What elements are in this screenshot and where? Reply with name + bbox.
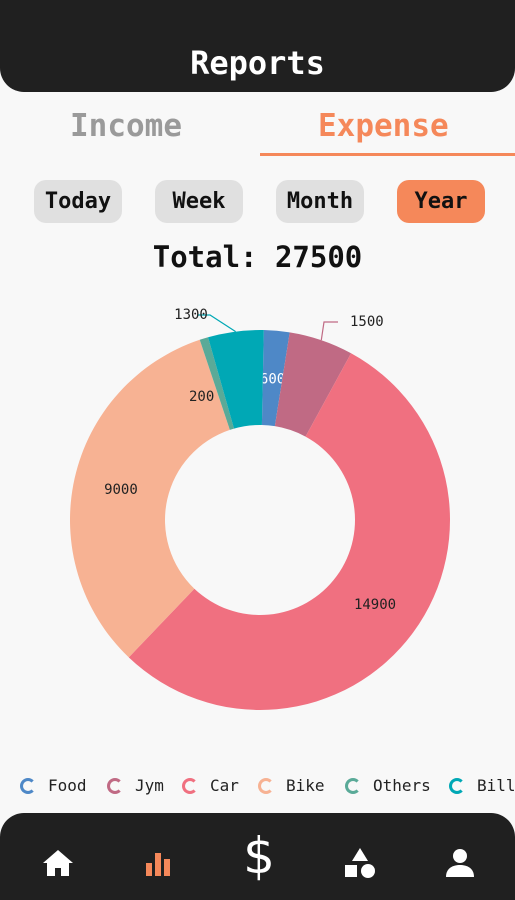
tab-income[interactable]: Income — [70, 108, 182, 144]
data-label-bill: 1300 — [174, 307, 208, 323]
legend-label: Bike — [286, 776, 325, 795]
legend-item-bill: Bill — [449, 776, 515, 795]
leader-line-bill — [198, 314, 236, 333]
home-icon — [43, 850, 73, 876]
data-label-car: 14900 — [354, 597, 396, 613]
slice-others[interactable] — [199, 337, 235, 430]
data-label-bike: 9000 — [104, 482, 138, 498]
legend-label: Jym — [135, 776, 164, 795]
legend-bike-icon — [258, 777, 274, 794]
legend-item-others: Others — [345, 776, 431, 795]
active-tab-indicator — [260, 153, 515, 156]
legend-label: Others — [373, 776, 431, 795]
data-label-others: 200 — [189, 389, 214, 405]
legend-food-icon — [20, 777, 36, 794]
legend-label: Food — [48, 776, 87, 795]
legend-item-jym: Jym — [107, 776, 164, 795]
header-bar: Reports — [0, 0, 515, 92]
legend-jym-icon — [107, 777, 123, 794]
bottom-navigation: $ — [0, 813, 515, 900]
legend-label: Car — [210, 776, 239, 795]
period-week-button[interactable]: Week — [155, 180, 243, 223]
expense-donut-chart: 600 1500 14900 9000 200 1300 — [69, 307, 450, 710]
chart-legend: Food Jym Car Bike Others Bill — [0, 776, 515, 802]
slice-bike[interactable] — [69, 339, 230, 658]
dollar-icon[interactable]: $ — [243, 827, 275, 885]
data-label-food: 600 — [260, 372, 285, 388]
slice-food[interactable] — [261, 330, 290, 427]
slice-jym[interactable] — [274, 332, 352, 437]
legend-label: Bill — [477, 776, 515, 795]
nav-categories-button[interactable] — [340, 843, 380, 883]
data-label-jym: 1500 — [350, 314, 384, 330]
legend-car-icon — [182, 777, 198, 794]
period-month-button[interactable]: Month — [276, 180, 364, 223]
user-icon — [446, 849, 474, 877]
period-year-button[interactable]: Year — [397, 180, 485, 223]
page-title: Reports — [190, 44, 325, 82]
legend-item-bike: Bike — [258, 776, 325, 795]
nav-reports-button[interactable] — [138, 843, 178, 883]
period-today-button[interactable]: Today — [34, 180, 122, 223]
legend-item-car: Car — [182, 776, 239, 795]
bar-chart-icon — [146, 853, 170, 876]
slice-bill[interactable] — [208, 330, 264, 429]
nav-home-button[interactable] — [38, 843, 78, 883]
legend-others-icon — [345, 777, 361, 794]
slice-car[interactable] — [128, 353, 450, 710]
shapes-icon — [345, 848, 375, 878]
total-amount: Total: 27500 — [152, 240, 363, 274]
leader-line-jym — [320, 321, 338, 341]
legend-item-food: Food — [20, 776, 87, 795]
legend-bill-icon — [449, 777, 465, 794]
nav-profile-button[interactable] — [440, 843, 480, 883]
tab-expense[interactable]: Expense — [318, 108, 449, 144]
